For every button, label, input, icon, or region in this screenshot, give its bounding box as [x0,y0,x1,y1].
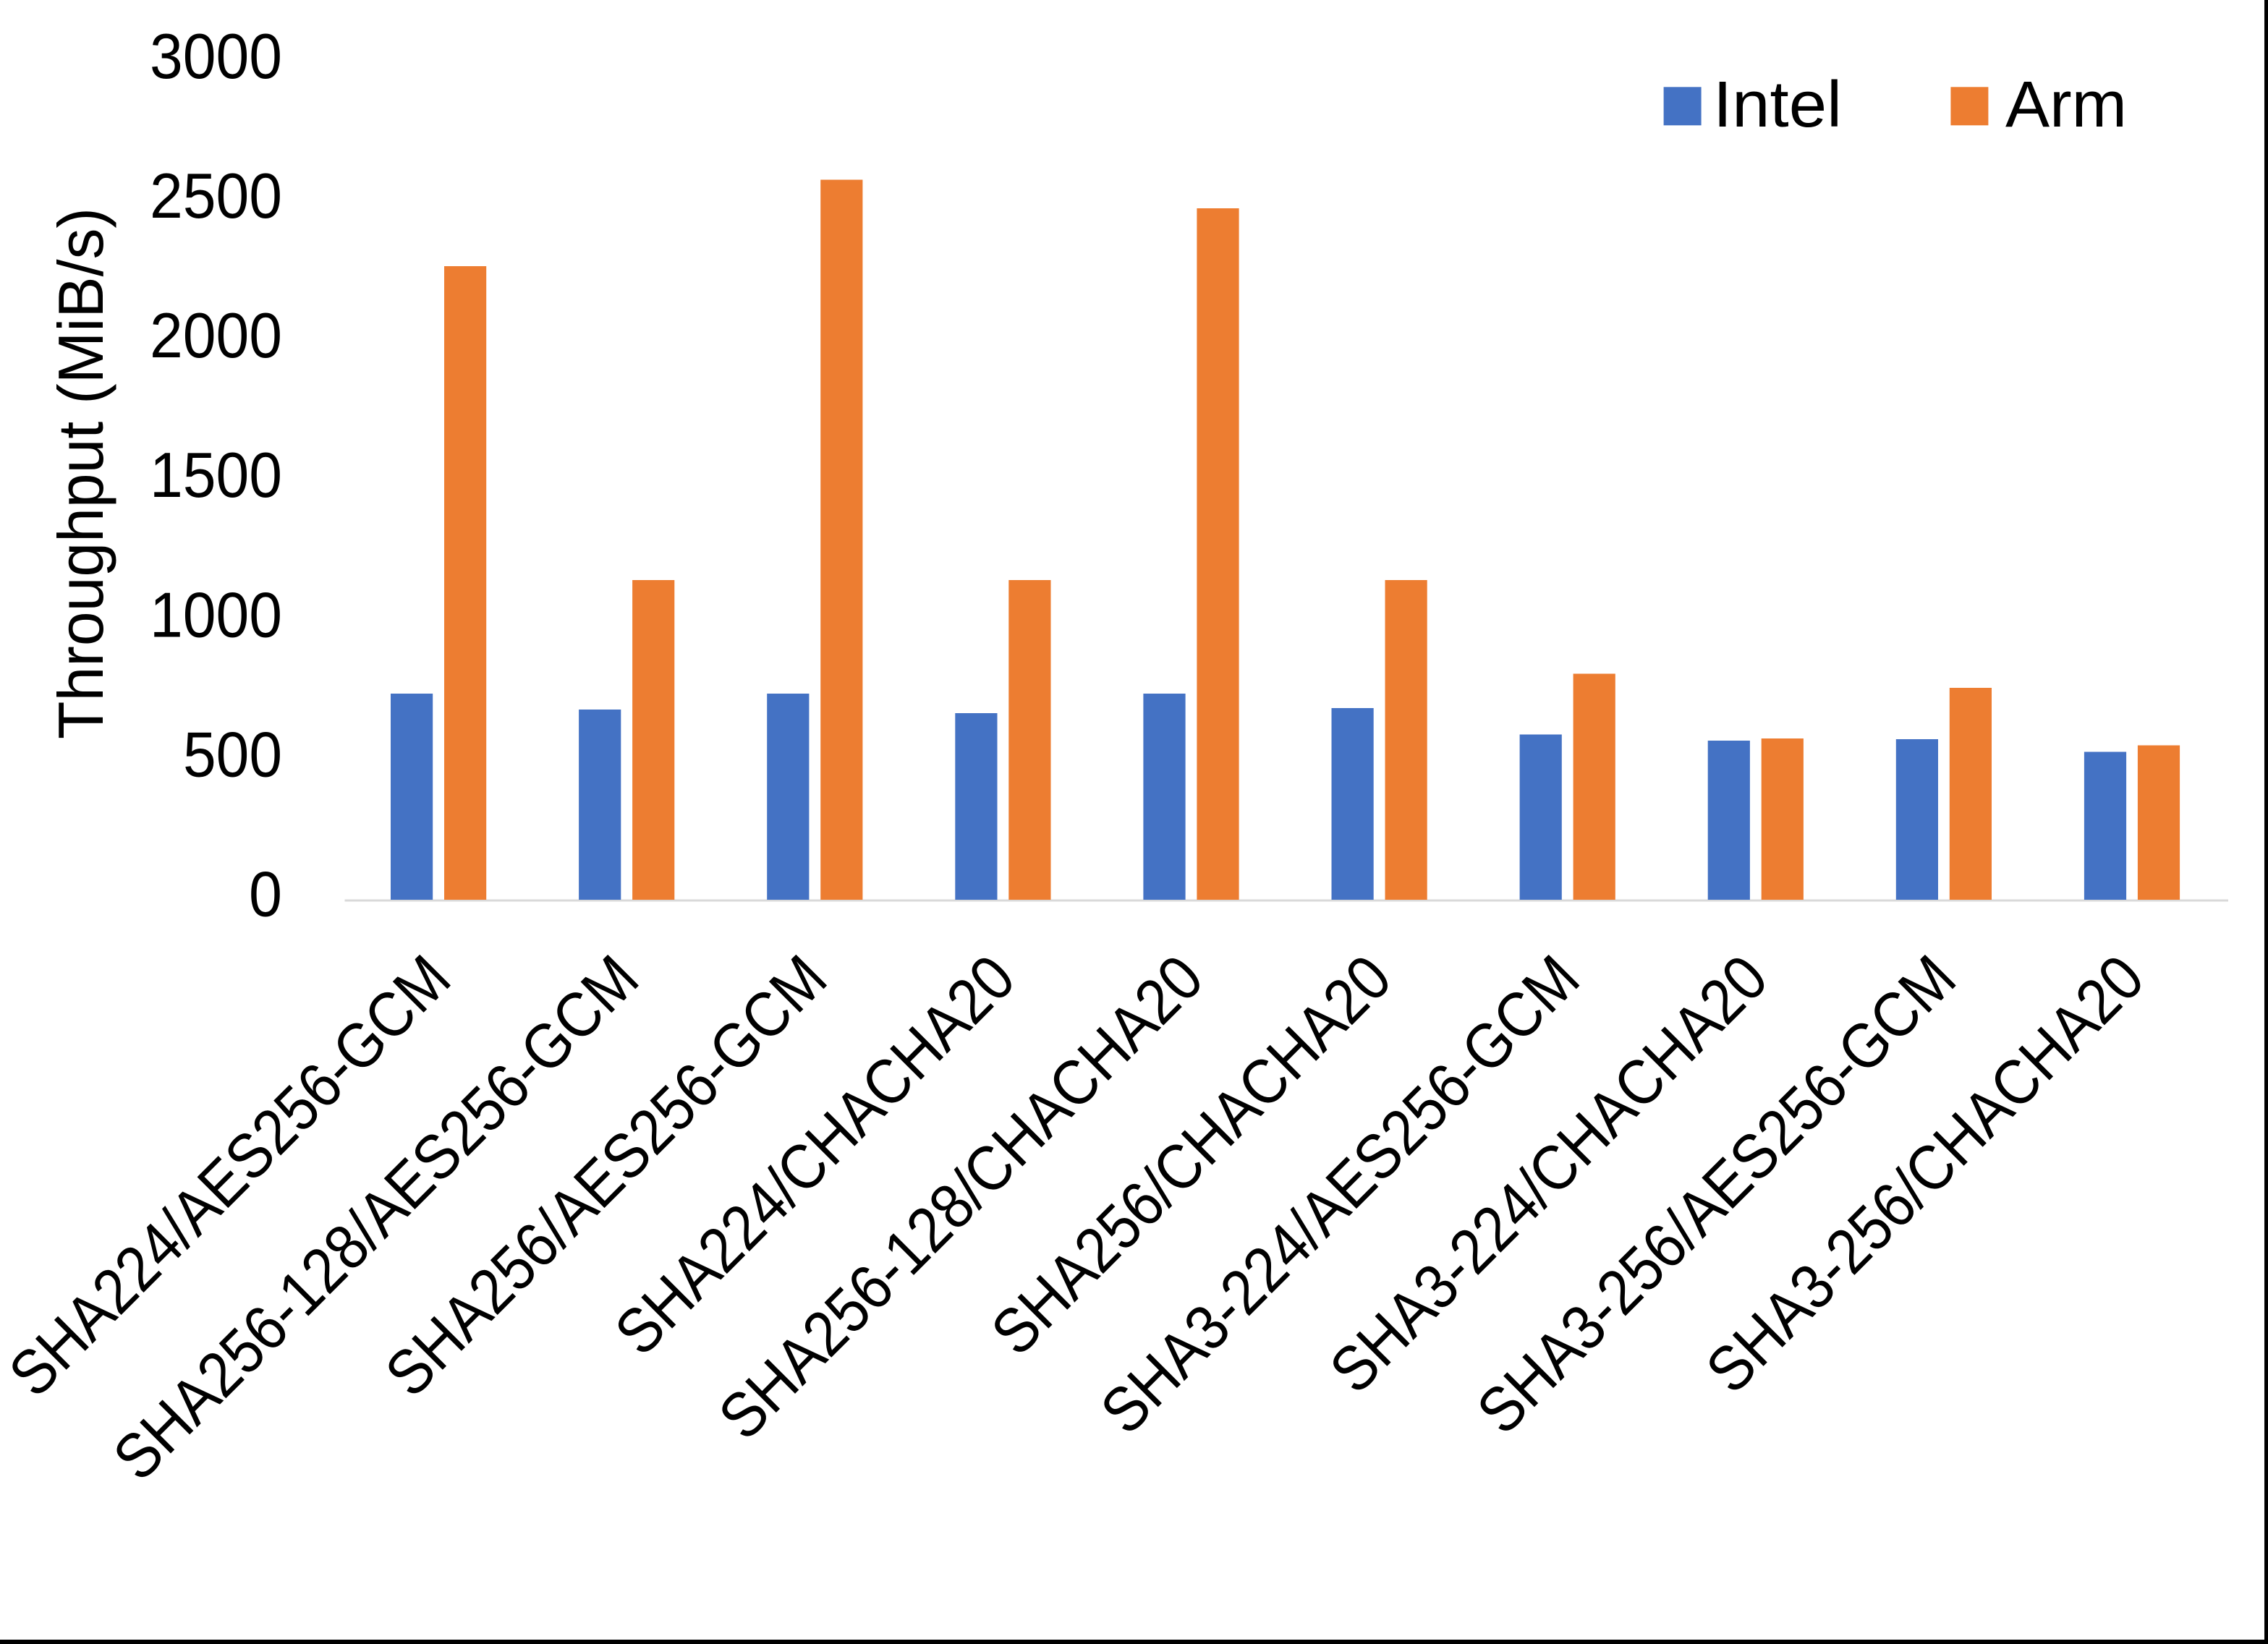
svg-text:0: 0 [249,859,282,930]
svg-text:Intel: Intel [1713,69,1842,141]
svg-text:1500: 1500 [150,439,282,511]
svg-text:Arm: Arm [2005,69,2127,141]
svg-text:Throughput (MiB/s): Throughput (MiB/s) [45,208,116,739]
svg-text:500: 500 [183,718,282,790]
svg-text:2500: 2500 [150,160,282,231]
svg-text:3000: 3000 [150,20,282,92]
svg-text:1000: 1000 [150,579,282,650]
svg-text:2000: 2000 [150,299,282,371]
